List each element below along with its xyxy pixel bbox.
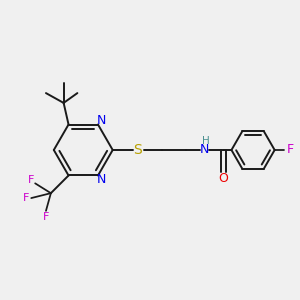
Text: N: N <box>97 114 106 127</box>
Text: F: F <box>28 176 34 185</box>
Text: F: F <box>43 212 49 222</box>
Text: N: N <box>199 143 209 157</box>
Text: O: O <box>219 172 229 185</box>
Text: F: F <box>23 193 29 203</box>
Text: N: N <box>97 173 106 186</box>
Text: H: H <box>202 136 210 146</box>
Text: S: S <box>133 143 142 157</box>
Text: F: F <box>287 143 294 157</box>
